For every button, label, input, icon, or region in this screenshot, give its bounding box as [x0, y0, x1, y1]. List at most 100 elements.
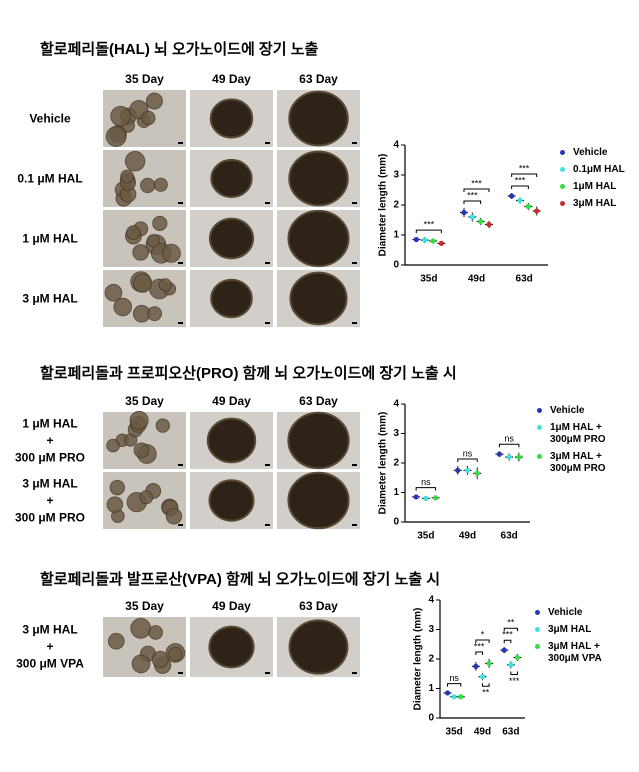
legend-label: Vehicle	[548, 607, 583, 618]
section-title: 할로페리돌(HAL) 뇌 오가노이드에 장기 노출	[40, 41, 319, 58]
data-point	[451, 694, 457, 700]
legend-marker	[560, 167, 565, 172]
data-point	[413, 236, 419, 243]
y-tick-label: 4	[393, 140, 399, 151]
data-point	[438, 240, 444, 246]
significance-bracket	[510, 671, 518, 675]
legend-label: 3μM HAL	[548, 624, 592, 635]
data-point	[506, 454, 512, 460]
scale-bar	[352, 202, 357, 204]
column-header: 63 Day	[299, 599, 338, 613]
x-tick-label: 35d	[420, 274, 437, 285]
significance-bracket	[415, 487, 437, 491]
significance-label: ***	[509, 676, 520, 686]
organoid	[141, 110, 156, 126]
legend-item: Vehicle	[560, 147, 625, 159]
organoid	[206, 417, 257, 464]
legend-item: 3μM HAL	[535, 624, 602, 636]
legend-label: Vehicle	[573, 147, 608, 158]
data-point	[525, 203, 531, 210]
organoid	[288, 90, 349, 147]
row-label: 3 μM HAL	[22, 291, 78, 305]
organoid	[288, 619, 349, 675]
data-point	[517, 197, 523, 204]
scale-bar	[352, 464, 357, 466]
section-title: 할로페리돌과 프로피오산(PRO) 함께 뇌 오가노이드에 장기 노출 시	[40, 365, 457, 382]
legend-label: 3μM HAL + 300μM VPA	[548, 641, 602, 664]
legend-label: 0.1μM HAL	[573, 164, 625, 175]
organoid	[120, 169, 134, 184]
organoid	[109, 479, 126, 496]
organoid	[131, 654, 151, 674]
y-axis-label: Diameter length (mm)	[378, 412, 389, 515]
significance-label: ***	[515, 175, 526, 185]
x-tick-label: 35d	[417, 531, 434, 542]
organoid	[139, 490, 154, 505]
data-point	[430, 238, 436, 244]
y-tick-label: 4	[428, 595, 434, 606]
y-tick-label: 0	[393, 260, 399, 271]
data-point	[516, 454, 522, 460]
scale-bar	[178, 672, 183, 674]
organoid	[107, 632, 125, 650]
organoid	[113, 297, 133, 317]
scale-bar	[178, 142, 183, 144]
legend: Vehicle 3μM HAL 3μM HAL + 300μM VPA	[535, 607, 602, 665]
organoid	[153, 177, 168, 192]
row-label: 3 μM HAL + 300 μM VPA	[16, 622, 84, 671]
y-axis-label: Diameter length (mm)	[378, 154, 389, 257]
significance-bracket	[475, 651, 483, 655]
organoid	[126, 225, 141, 241]
y-tick-label: 4	[393, 399, 399, 410]
legend-marker	[560, 184, 565, 189]
organoid	[110, 105, 131, 127]
data-point	[458, 694, 464, 700]
row-label: 1 μM HAL	[22, 231, 78, 245]
column-header: 49 Day	[212, 599, 251, 613]
organoid	[104, 283, 123, 302]
scale-bar	[265, 524, 270, 526]
y-tick-label: 2	[393, 200, 399, 211]
legend-item: 3μM HAL + 300μM VPA	[535, 641, 602, 665]
legend-label: 3μM HAL + 300μM PRO	[550, 451, 606, 474]
scale-bar	[265, 464, 270, 466]
data-point	[534, 208, 540, 214]
data-point	[461, 209, 467, 216]
significance-bracket	[447, 683, 462, 687]
data-point	[478, 218, 484, 225]
y-tick-label: 3	[393, 428, 399, 439]
organoid	[155, 418, 170, 433]
legend-label: Vehicle	[550, 405, 585, 416]
scale-bar	[352, 262, 357, 264]
organoid	[145, 92, 163, 110]
significance-bracket	[511, 185, 529, 189]
data-point	[469, 214, 475, 220]
data-point	[473, 663, 479, 669]
legend-marker	[535, 627, 540, 632]
legend-marker	[535, 610, 540, 615]
organoid	[124, 151, 146, 172]
organoid	[132, 273, 153, 293]
y-tick-label: 2	[393, 458, 399, 469]
x-tick-label: 49d	[474, 727, 491, 738]
organoid	[208, 217, 255, 260]
x-tick-label: 63d	[501, 531, 518, 542]
significance-bracket	[503, 639, 512, 644]
significance-label: ns	[421, 477, 431, 487]
organoid	[168, 646, 183, 662]
row-label: Vehicle	[29, 111, 71, 125]
x-tick-label: 49d	[459, 531, 476, 542]
scale-bar	[352, 672, 357, 674]
y-tick-label: 1	[428, 683, 434, 694]
data-point	[423, 495, 429, 501]
organoid	[132, 244, 149, 261]
organoid	[140, 177, 156, 194]
legend-label: 1μM HAL + 300μM PRO	[550, 422, 606, 445]
significance-bracket	[498, 443, 520, 448]
x-tick-label: 63d	[502, 727, 519, 738]
column-header: 63 Day	[299, 72, 338, 86]
significance-label: ***	[502, 630, 513, 640]
significance-label: ***	[519, 163, 530, 173]
significance-bracket	[463, 188, 490, 192]
